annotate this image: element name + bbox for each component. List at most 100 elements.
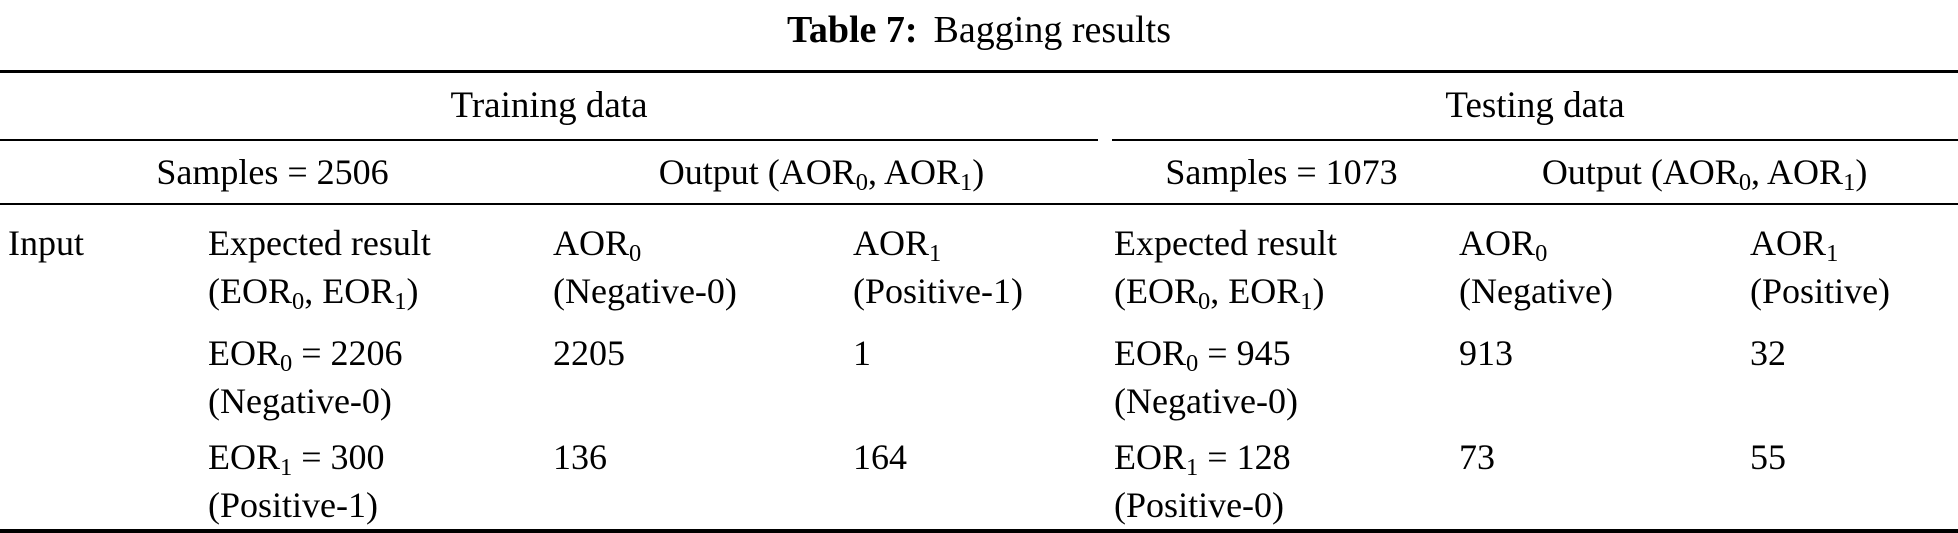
testing-row0-aor1-value: 32	[1750, 333, 1787, 373]
subscript: 0	[1738, 168, 1752, 196]
cell-line: AOR1	[853, 219, 1098, 267]
text-segment: EOR	[1114, 437, 1187, 477]
subscript: 0	[1186, 349, 1199, 377]
text-segment: )	[1855, 152, 1868, 192]
subscript: 0	[292, 287, 305, 315]
text-segment: )	[406, 271, 419, 311]
testing-row1-expected: EOR1 = 128 (Positive-0)	[1112, 425, 1452, 533]
text-segment: = 300	[292, 437, 385, 477]
testing-output-header: Output (AOR0, AOR1)	[1451, 140, 1958, 205]
table-caption: Table 7: Bagging results	[0, 0, 1958, 52]
training-aor1-header: AOR1 (Positive-1)	[845, 204, 1098, 319]
subscript: 0	[855, 168, 868, 196]
text-segment: AOR	[1750, 223, 1827, 263]
column-gap	[1098, 319, 1112, 425]
cell-line: (Positive)	[1750, 267, 1958, 315]
group-header-row: Training data Testing data	[0, 70, 1958, 141]
text-segment: Expected result	[208, 223, 431, 263]
testing-group-header: Testing data	[1112, 70, 1958, 141]
cell-line: AOR0	[553, 219, 845, 267]
training-samples-label: Samples = 2506	[0, 140, 545, 205]
testing-row1-aor1-value: 55	[1742, 425, 1958, 533]
text-segment: EOR	[1114, 333, 1187, 373]
subscript: 1	[929, 239, 942, 267]
column-gap	[1098, 425, 1113, 533]
text-segment: Output (AOR	[658, 152, 856, 192]
text-segment: (EOR	[208, 271, 292, 311]
text-segment: , AOR	[1751, 152, 1844, 192]
training-group-header: Training data	[0, 70, 1099, 141]
cell-line: EOR1 = 128	[1114, 433, 1451, 481]
training-row0-expected: EOR0 = 2206 (Negative-0)	[200, 319, 545, 425]
training-row1-aor1-value: 164	[845, 425, 1099, 533]
text-segment: Expected result	[1114, 223, 1337, 263]
testing-samples-label: Samples = 1073	[1112, 140, 1452, 205]
cell-line: EOR0 = 945	[1114, 329, 1451, 377]
training-expected-header: Expected result (EOR0, EOR1)	[200, 204, 545, 319]
cell-line: (Positive-1)	[853, 267, 1098, 315]
cell-line: (EOR0, EOR1)	[208, 267, 545, 315]
column-gap	[1098, 70, 1113, 140]
subscript: 1	[1300, 287, 1313, 315]
cell-line: (Negative-0)	[553, 267, 845, 315]
subscript: 0	[1535, 239, 1548, 267]
cell-line: AOR1	[1750, 219, 1958, 267]
text-segment: AOR	[853, 223, 930, 263]
subscript: 1	[1186, 453, 1199, 481]
table-caption-label: Table 7:	[786, 9, 918, 51]
text-segment: (Negative-0)	[208, 381, 392, 421]
text-segment: = 945	[1198, 333, 1291, 373]
text-segment: EOR	[208, 333, 280, 373]
text-segment: (Negative-0)	[553, 271, 737, 311]
column-gap	[1098, 140, 1113, 205]
testing-row1-aor0-value: 73	[1451, 425, 1743, 533]
text-segment: (EOR	[1114, 271, 1199, 311]
subscript: 0	[1198, 287, 1211, 315]
text-segment: , EOR	[1210, 271, 1301, 311]
data-row-negative: EOR0 = 2206 (Negative-0) 2205 1 EOR0 = 9…	[0, 319, 1958, 425]
cell-line: Expected result	[1114, 219, 1451, 267]
bagging-results-table: Training data Testing data Samples = 250…	[0, 70, 1958, 533]
subscript: 1	[394, 287, 407, 315]
cell-line: EOR1 = 300	[208, 433, 545, 481]
testing-row0-expected: EOR0 = 945 (Negative-0)	[1112, 319, 1451, 425]
cell-line: (EOR0, EOR1)	[1114, 267, 1451, 315]
text-segment: (Negative-0)	[1114, 381, 1298, 421]
training-aor0-header: AOR0 (Negative-0)	[545, 204, 845, 319]
subheader-row: Samples = 2506 Output (AOR0, AOR1) Sampl…	[0, 140, 1958, 205]
text-segment: = 128	[1198, 437, 1291, 477]
subscript: 1	[1826, 239, 1839, 267]
cell-line: (Negative-0)	[208, 377, 545, 425]
subscript: 0	[629, 239, 642, 267]
text-segment: , EOR	[304, 271, 395, 311]
input-column-header: Input	[8, 223, 84, 263]
text-segment: EOR	[208, 437, 280, 477]
text-segment: (Positive-1)	[853, 271, 1023, 311]
testing-aor1-header: AOR1 (Positive)	[1742, 204, 1958, 319]
subscript: 1	[1843, 168, 1856, 196]
training-output-header: Output (AOR0, AOR1)	[545, 140, 1099, 205]
testing-expected-header: Expected result (EOR0, EOR1)	[1112, 204, 1451, 319]
subscript: 0	[280, 349, 293, 377]
column-header-row: Input Expected result (EOR0, EOR1) AOR0 …	[0, 204, 1958, 319]
subscript: 1	[960, 168, 973, 196]
text-segment: (Positive-0)	[1114, 485, 1285, 525]
text-segment: = 2206	[292, 333, 403, 373]
training-row1-expected: EOR1 = 300 (Positive-1)	[200, 425, 545, 533]
text-segment: )	[1312, 271, 1325, 311]
text-segment: , AOR	[868, 152, 961, 192]
cell-line: (Negative-0)	[1114, 377, 1451, 425]
cell-line: EOR0 = 2206	[208, 329, 545, 377]
text-segment: AOR	[553, 223, 630, 263]
cell-line: Expected result	[208, 219, 545, 267]
training-row1-aor0-value: 136	[545, 425, 845, 533]
cell-line: AOR0	[1459, 219, 1742, 267]
text-segment: Output (AOR	[1541, 152, 1739, 192]
text-segment: (Positive)	[1750, 271, 1891, 311]
subscript: 1	[280, 453, 293, 481]
data-row-positive: EOR1 = 300 (Positive-1) 136 164 EOR1 = 1…	[0, 425, 1958, 533]
testing-row0-aor0-value: 913	[1459, 333, 1514, 373]
training-row0-aor1-value: 1	[853, 333, 871, 373]
empty-cell	[0, 425, 200, 533]
